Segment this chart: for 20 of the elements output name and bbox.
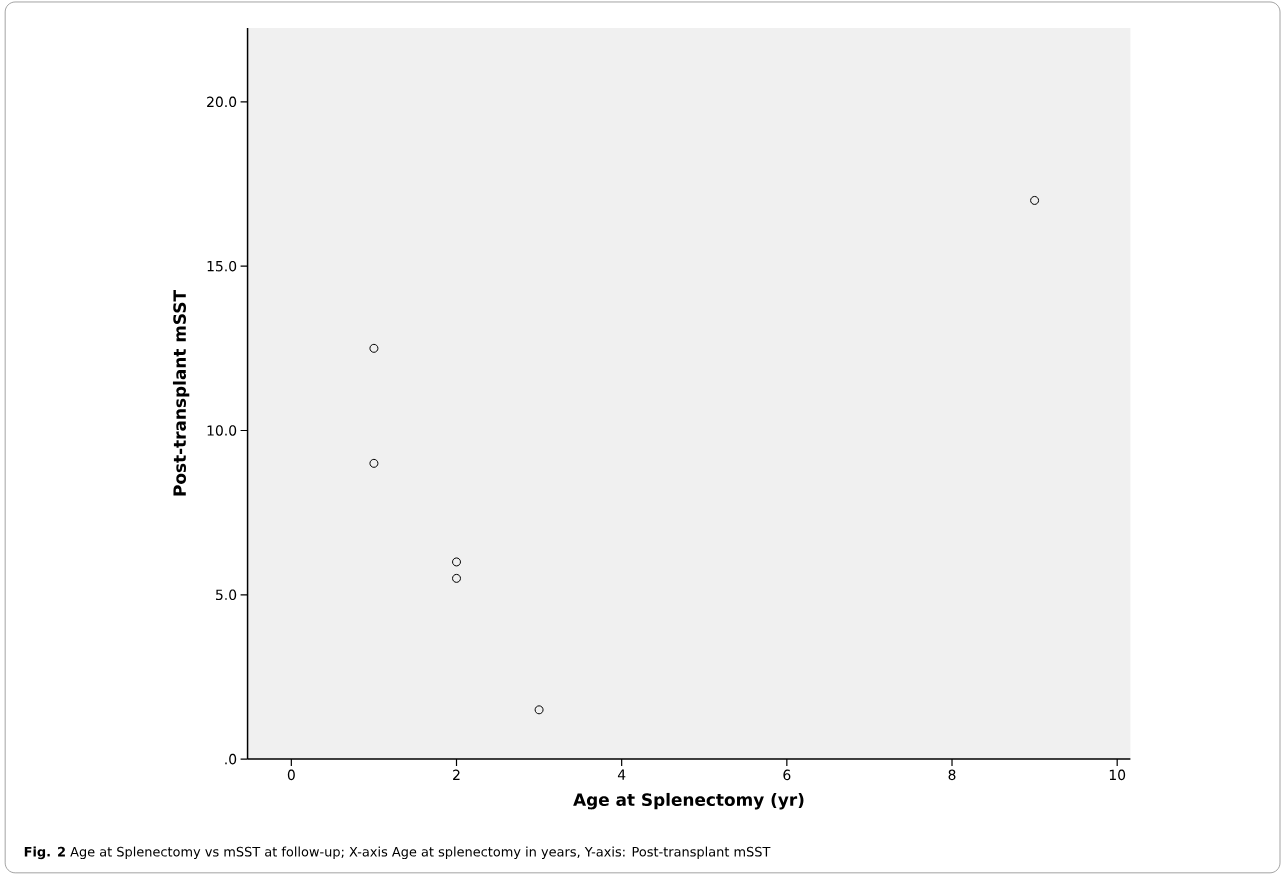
y-tick-label: 5.0 (216, 589, 237, 601)
text: Fig. 2 Age at Splenectomy vs mSST at follow-up; X-axis Age at splenectomy in years, Y-axis: Post-transplant mSST (24, 846, 771, 860)
y-tick-label: .0 (225, 753, 237, 765)
x-tick-label: 6 (783, 769, 791, 781)
x-tick-label: 8 (948, 769, 956, 781)
point (1030, 196, 1040, 206)
x-axis-title: Age at Splenectomy (yr) (573, 793, 804, 810)
x-tick-label: 10 (1109, 769, 1126, 781)
y-tick-label: 15.0 (207, 260, 237, 272)
x-tick-label: 0 (287, 769, 295, 781)
point (369, 458, 379, 468)
x-tick-label: 2 (453, 769, 460, 781)
y-tick-label: 10.0 (207, 425, 237, 436)
point (452, 573, 461, 583)
x-tick-label: 4 (617, 769, 626, 780)
point (369, 343, 379, 353)
y-axis-title: Post-transplant mSST (172, 290, 190, 496)
point (534, 705, 544, 715)
point (452, 557, 461, 567)
y-tick-label: 20.0 (207, 96, 237, 108)
